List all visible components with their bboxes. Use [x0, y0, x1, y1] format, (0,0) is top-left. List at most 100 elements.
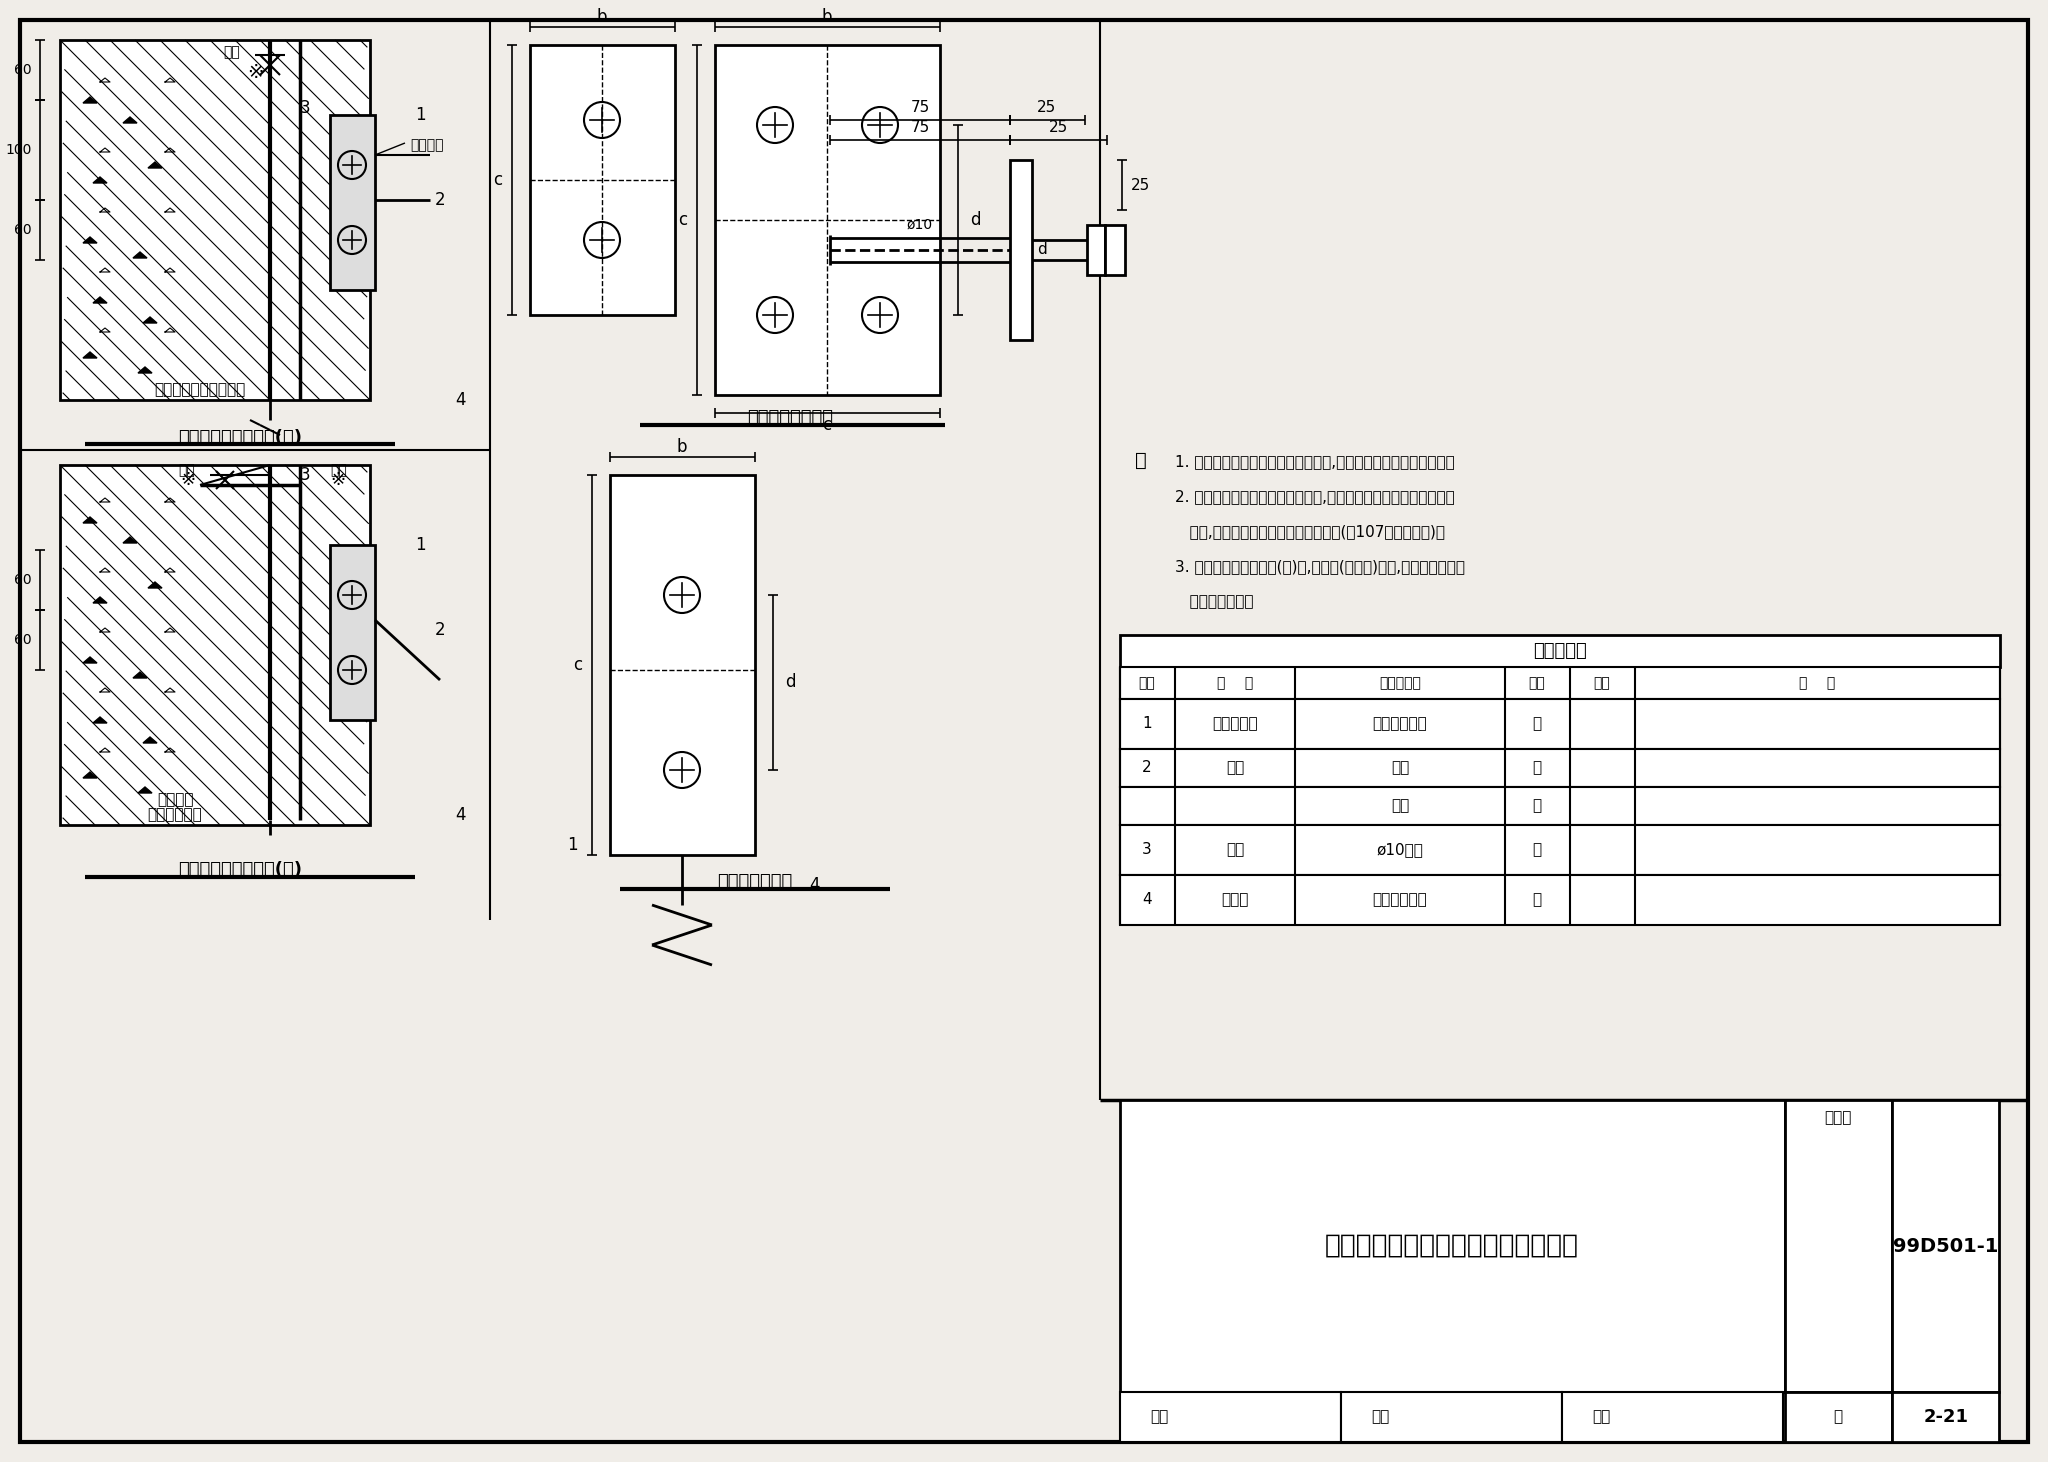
Bar: [1120, 1392, 1341, 1442]
Text: 螺栓连接型预埋接地端子板安装做法: 螺栓连接型预埋接地端子板安装做法: [1325, 1232, 1579, 1259]
Text: 图集号: 图集号: [1825, 1111, 1851, 1126]
Bar: [1120, 667, 2001, 699]
Bar: [715, 45, 940, 395]
Text: 设备材料表: 设备材料表: [1534, 642, 1587, 659]
Text: 铜制: 铜制: [1391, 760, 1409, 775]
Bar: [1010, 159, 1032, 341]
Bar: [1120, 1099, 1786, 1392]
Text: c: c: [573, 656, 582, 674]
Text: 个: 个: [1532, 760, 1542, 775]
Text: 25: 25: [1038, 101, 1057, 115]
Text: 25: 25: [1049, 120, 1067, 136]
Text: 1: 1: [414, 537, 426, 554]
Text: 页: 页: [1833, 1409, 1843, 1424]
Polygon shape: [137, 367, 152, 373]
Text: 4: 4: [455, 390, 465, 409]
Text: 名    称: 名 称: [1217, 675, 1253, 690]
Polygon shape: [143, 737, 158, 743]
Text: b: b: [596, 7, 608, 26]
Polygon shape: [133, 251, 147, 257]
Bar: [1341, 1392, 1563, 1442]
Text: 接地线安装做法: 接地线安装做法: [717, 873, 793, 890]
Text: 接地端子板: 接地端子板: [1212, 716, 1257, 731]
Text: 接地端子板安装做法(二): 接地端子板安装做法(二): [178, 861, 301, 879]
Bar: [1563, 1392, 1784, 1442]
Bar: [59, 465, 371, 825]
Text: 4: 4: [455, 806, 465, 825]
Text: c: c: [678, 211, 688, 230]
Text: c: c: [823, 417, 831, 434]
Text: 备    注: 备 注: [1798, 675, 1835, 690]
Text: 设计: 设计: [1591, 1409, 1610, 1424]
Text: 螺栓: 螺栓: [1227, 760, 1243, 775]
Text: d: d: [1036, 243, 1047, 257]
Text: 接地线: 接地线: [1221, 892, 1249, 908]
Polygon shape: [92, 297, 106, 303]
Text: 焊接: 焊接: [178, 463, 195, 477]
Text: 米: 米: [1532, 892, 1542, 908]
Text: 75: 75: [911, 120, 930, 136]
Text: 1: 1: [414, 107, 426, 124]
Text: 型号及规格: 型号及规格: [1378, 675, 1421, 690]
Bar: [330, 545, 375, 719]
Text: 焊接: 焊接: [223, 45, 240, 58]
Text: 60: 60: [14, 573, 33, 588]
Text: 3: 3: [299, 466, 311, 484]
Text: 60: 60: [14, 224, 33, 237]
Text: 数量: 数量: [1593, 675, 1610, 690]
Text: 米: 米: [1532, 842, 1542, 858]
Polygon shape: [123, 537, 137, 542]
Polygon shape: [147, 162, 162, 168]
Bar: [1120, 699, 2001, 749]
Text: 火泥熔焊: 火泥熔焊: [410, 137, 444, 152]
Text: 60: 60: [14, 63, 33, 77]
Bar: [1120, 825, 2001, 874]
Text: 校对: 校对: [1370, 1409, 1389, 1424]
Text: 4: 4: [809, 876, 821, 893]
Text: 2. 接地端子板与柱内主筋焊接相连,同种金属材料之间联结采用普通: 2. 接地端子板与柱内主筋焊接相连,同种金属材料之间联结采用普通: [1176, 490, 1454, 504]
Bar: [1892, 1392, 1999, 1442]
Text: ø10: ø10: [907, 218, 934, 232]
Bar: [1892, 1099, 1999, 1392]
Text: 单位: 单位: [1528, 675, 1546, 690]
Text: 结构钢筋: 结构钢筋: [158, 792, 193, 807]
Polygon shape: [92, 177, 106, 183]
Text: 4: 4: [1143, 892, 1151, 908]
Text: 注: 注: [1135, 450, 1147, 469]
Polygon shape: [84, 352, 96, 358]
Polygon shape: [84, 237, 96, 243]
Text: ø10圆钢: ø10圆钢: [1376, 842, 1423, 858]
Polygon shape: [84, 772, 96, 778]
Text: 焊接: 焊接: [330, 463, 346, 477]
Text: 编号: 编号: [1139, 675, 1155, 690]
Polygon shape: [137, 787, 152, 792]
Text: 个: 个: [1532, 716, 1542, 731]
Bar: [1120, 874, 2001, 925]
Bar: [1120, 635, 2001, 667]
Text: 审阅: 审阅: [1151, 1409, 1167, 1424]
Polygon shape: [84, 96, 96, 102]
Text: 1. 接地端子板可采用铜质或钢质材料,配套的螺栓材质应与之对应。: 1. 接地端子板可采用铜质或钢质材料,配套的螺栓材质应与之对应。: [1176, 455, 1454, 469]
Polygon shape: [92, 716, 106, 724]
Text: 2: 2: [434, 192, 444, 209]
Text: 3. 接地端子板预埋在墙(柱)中,与墙面(或柱面)相平,施工时端子平面: 3. 接地端子板预埋在墙(柱)中,与墙面(或柱面)相平,施工时端子平面: [1176, 560, 1464, 575]
Text: 60: 60: [14, 633, 33, 648]
Text: 钢制: 钢制: [1391, 798, 1409, 813]
Text: d: d: [784, 673, 795, 692]
Text: 由工程设计定: 由工程设计定: [1372, 892, 1427, 908]
Bar: [59, 39, 371, 401]
Text: 个: 个: [1532, 798, 1542, 813]
Text: 100: 100: [6, 143, 33, 156]
Text: 25: 25: [1130, 177, 1149, 193]
Bar: [610, 475, 756, 855]
Text: d: d: [971, 211, 981, 230]
Bar: [1786, 1099, 1892, 1392]
Bar: [1106, 225, 1124, 275]
Text: 接地端子板安装做法(一): 接地端子板安装做法(一): [178, 428, 301, 447]
Text: 1: 1: [567, 836, 578, 854]
Polygon shape: [147, 582, 162, 588]
Bar: [330, 115, 375, 289]
Polygon shape: [123, 117, 137, 123]
Text: 2: 2: [434, 621, 444, 639]
Bar: [1087, 225, 1106, 275]
